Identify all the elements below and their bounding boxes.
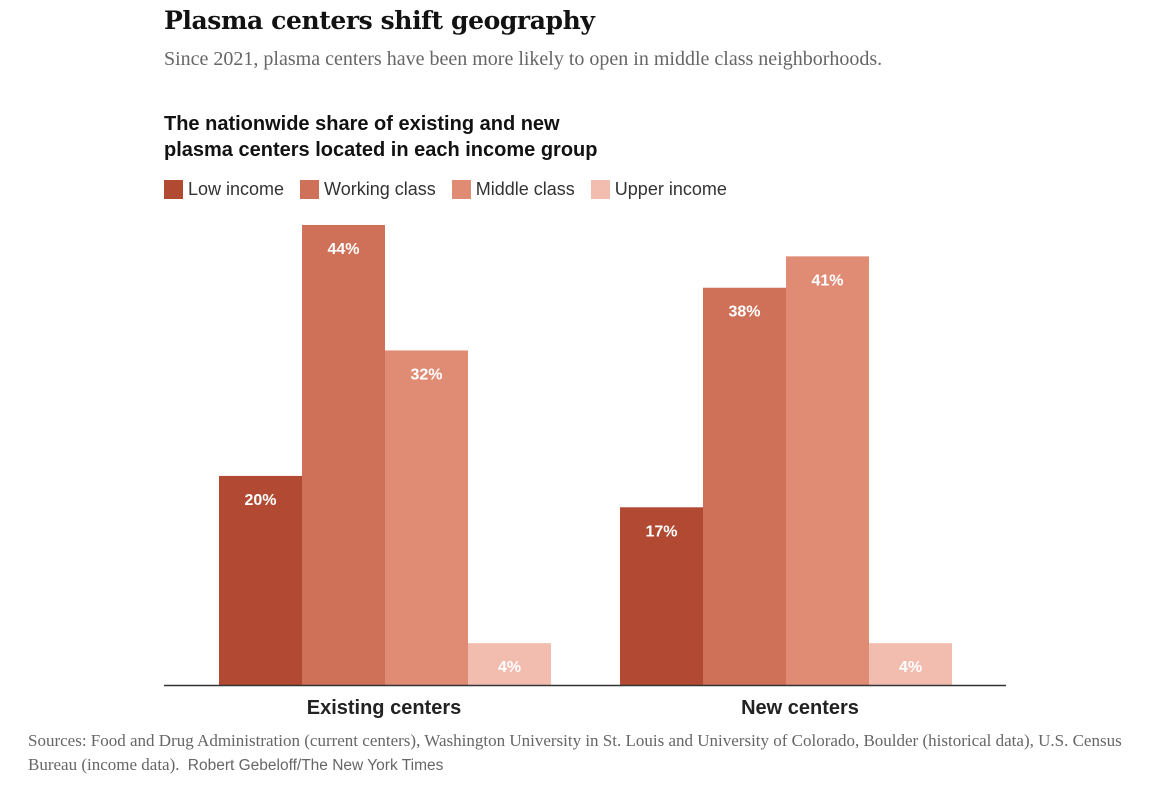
bar-label-new-centers-low-income: 17% xyxy=(645,523,677,540)
chart-title-line-1: The nationwide share of existing and new xyxy=(164,113,560,135)
dek: Since 2021, plasma centers have been mor… xyxy=(164,48,883,70)
legend-swatch-upper-income xyxy=(590,180,610,199)
legend: Low income Working class Middle class Up… xyxy=(164,179,743,200)
category-label-new-centers: New centers xyxy=(741,697,859,719)
chart-title: The nationwide share of existing and new… xyxy=(164,111,684,163)
bar-new-centers-middle-class xyxy=(786,256,869,685)
category-label-existing-centers: Existing centers xyxy=(307,697,462,719)
bar-label-new-centers-upper-income: 4% xyxy=(899,659,922,676)
chart-title-line-2: plasma centers located in each income gr… xyxy=(164,139,598,161)
sources-note: Sources: Food and Drug Administration (c… xyxy=(28,729,1138,778)
legend-item-working-class: Working class xyxy=(300,179,436,200)
bar-existing-centers-working-class xyxy=(302,225,385,685)
legend-label-upper-income: Upper income xyxy=(614,179,727,199)
bar-label-new-centers-middle-class: 41% xyxy=(811,272,843,289)
bar-existing-centers-middle-class xyxy=(385,350,468,685)
legend-item-middle-class: Middle class xyxy=(451,179,575,200)
headline: Plasma centers shift geography xyxy=(164,6,595,35)
legend-label-low-income: Low income xyxy=(188,179,285,199)
bar-new-centers-upper-income xyxy=(869,643,952,685)
bar-new-centers-working-class xyxy=(703,287,786,685)
bar-new-centers-low-income xyxy=(620,507,703,685)
legend-swatch-middle-class xyxy=(451,180,471,199)
legend-label-middle-class: Middle class xyxy=(475,179,575,199)
bar-label-existing-centers-upper-income: 4% xyxy=(498,659,521,676)
legend-item-upper-income: Upper income xyxy=(590,179,727,200)
bar-existing-centers-upper-income xyxy=(468,643,551,685)
sources-text: Sources: Food and Drug Administration (c… xyxy=(28,731,1122,774)
legend-swatch-low-income xyxy=(164,180,183,199)
legend-swatch-working-class xyxy=(300,180,320,199)
bar-label-existing-centers-low-income: 20% xyxy=(244,492,276,509)
legend-item-low-income: Low income xyxy=(164,179,284,200)
bar-label-existing-centers-working-class: 44% xyxy=(327,241,359,258)
credit-line: Robert Gebeloff/The New York Times xyxy=(187,757,444,774)
bar-label-existing-centers-middle-class: 32% xyxy=(410,366,442,383)
bar-label-new-centers-working-class: 38% xyxy=(728,304,760,321)
legend-label-working-class: Working class xyxy=(324,179,436,199)
bar-existing-centers-low-income xyxy=(219,475,302,685)
